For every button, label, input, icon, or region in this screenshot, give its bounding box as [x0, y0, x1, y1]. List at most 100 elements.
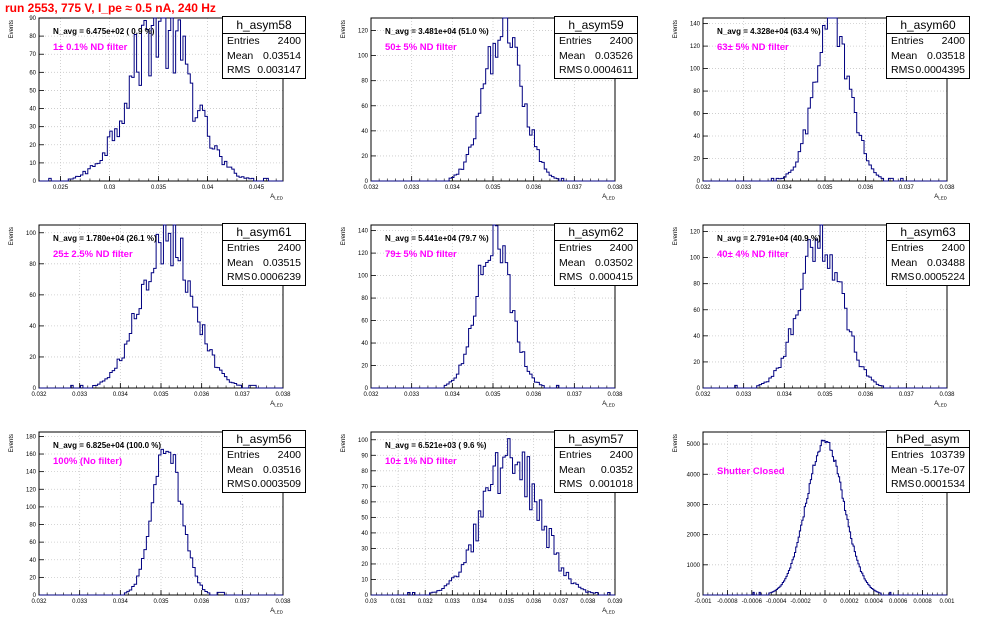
stats-value: 0.0005224 [915, 271, 965, 283]
x-tick-label: 0.0002 [840, 599, 859, 605]
x-tick-label: 0.037 [567, 392, 583, 398]
y-axis-title: Events [341, 434, 347, 452]
y-axis-title: Events [673, 227, 679, 245]
stats-key: Entries [227, 242, 260, 254]
histogram-plot: -0.001 -0.0008 -0.0006 -0.0004 -0.0002 0 0.000… [673, 431, 955, 605]
y-tick-label: 5000 [687, 442, 701, 448]
y-tick-label: 40 [361, 531, 368, 537]
x-tick-label: 0.034 [113, 392, 129, 398]
y-tick-label: 60 [361, 319, 368, 325]
y-tick-label: 80 [361, 296, 368, 302]
x-tick-label: 0.045 [249, 185, 265, 191]
histogram-pad: 0.032 0.033 0.034 0.035 0.036 0.037 0.038 0 20 40… [0, 414, 332, 621]
y-tick-label: 140 [358, 229, 369, 235]
y-tick-label: 120 [358, 29, 369, 35]
x-tick-label: 0.037 [567, 185, 583, 191]
x-axis-title: ALED [934, 194, 948, 201]
y-tick-label: 40 [29, 107, 36, 113]
x-tick-label: 0.0006 [889, 599, 908, 605]
histogram-line [703, 17, 947, 182]
y-tick-label: 0 [697, 386, 701, 392]
filter-label: 63± 5% ND filter [717, 42, 789, 53]
y-tick-label: 80 [29, 34, 36, 40]
x-tick-label: 0.037 [899, 185, 915, 191]
y-tick-label: 0 [365, 179, 369, 185]
y-tick-label: 0 [33, 179, 37, 185]
x-tick-label: 0.035 [817, 185, 833, 191]
stats-key: RMS [891, 478, 915, 490]
stats-value: 0.03502 [595, 256, 633, 269]
y-tick-label: 100 [690, 256, 701, 262]
stats-key: Entries [559, 449, 592, 461]
histogram-name: h_asym58 [223, 17, 305, 34]
stats-key: Entries [227, 449, 260, 461]
stats-key: RMS [559, 271, 583, 283]
stats-key: Mean [227, 49, 254, 62]
x-axis-title: ALED [602, 194, 616, 201]
stats-value: 2400 [941, 35, 965, 47]
histogram-plot: 0.032 0.033 0.034 0.035 0.036 0.037 0.038 0 20 40… [9, 224, 291, 408]
stats-row-rms: RMS 0.000415 [555, 270, 637, 285]
y-axis-title: Events [9, 434, 15, 452]
y-tick-label: 50 [361, 515, 368, 521]
stats-key: Entries [891, 242, 924, 254]
histogram-pad: 0.032 0.033 0.034 0.035 0.036 0.037 0.038 0 20 40… [332, 0, 664, 207]
histogram-line [371, 438, 615, 596]
x-tick-label: 0.037 [235, 392, 251, 398]
stats-row-rms: RMS 0.0004611 [555, 63, 637, 78]
x-tick-label: 0.03 [365, 599, 377, 605]
y-tick-label: 50 [29, 88, 36, 94]
stats-key: Entries [227, 35, 260, 47]
histogram-pad: -0.001 -0.0008 -0.0006 -0.0004 -0.0002 0 0.000… [664, 414, 996, 621]
stats-row-mean: Mean 0.03502 [555, 256, 637, 271]
stats-value: 2400 [277, 449, 301, 461]
y-tick-label: 30 [361, 546, 368, 552]
histogram-name: h_asym60 [887, 17, 969, 34]
y-tick-label: 1000 [687, 563, 701, 569]
histogram-pad: 0.032 0.033 0.034 0.035 0.036 0.037 0.038 0 20 40… [0, 207, 332, 414]
stats-key: RMS [559, 64, 583, 76]
x-tick-label: 0.034 [472, 599, 488, 605]
y-tick-label: 3000 [687, 502, 701, 508]
x-tick-label: 0.034 [445, 185, 461, 191]
stats-row-entries: Entries 2400 [223, 448, 305, 463]
stats-value: 0.003147 [257, 64, 301, 76]
y-tick-label: 100 [358, 54, 369, 60]
x-tick-label: 0.033 [736, 392, 752, 398]
stats-value: 2400 [277, 35, 301, 47]
x-axis-title: ALED [602, 608, 616, 615]
y-tick-label: 10 [361, 577, 368, 583]
stats-box: h_asym62 Entries 2400 Mean 0.03502 RMS 0.00041… [554, 223, 638, 286]
x-tick-label: 0.033 [445, 599, 461, 605]
y-axis-title: Events [9, 227, 15, 245]
y-tick-label: 80 [29, 523, 36, 529]
x-tick-label: 0.0008 [913, 599, 932, 605]
stats-row-mean: Mean 0.03526 [555, 49, 637, 64]
y-tick-label: 40 [361, 341, 368, 347]
histogram-plot: 0.032 0.033 0.034 0.035 0.036 0.037 0.038 0 20 40… [341, 17, 623, 201]
x-tick-label: 0.038 [580, 599, 596, 605]
x-tick-label: 0.035 [151, 185, 167, 191]
x-tick-label: 0.034 [445, 392, 461, 398]
y-tick-label: 20 [361, 562, 368, 568]
y-tick-label: 20 [693, 157, 700, 163]
n-avg-label: N_avg = 6.475e+02 ( 0.9 %) [53, 27, 155, 36]
stats-box: h_asym63 Entries 2400 Mean 0.03488 RMS 0.00052… [886, 223, 970, 286]
stats-box: h_asym59 Entries 2400 Mean 0.03526 RMS 0.00046… [554, 16, 638, 79]
stats-key: Entries [559, 35, 592, 47]
y-tick-label: 80 [693, 282, 700, 288]
histogram-plot: 0.03 0.031 0.032 0.033 0.034 0.035 0.036 0.037 0… [341, 431, 623, 615]
x-tick-label: 0.035 [153, 392, 169, 398]
histogram-line [371, 17, 615, 182]
stats-box: h_asym56 Entries 2400 Mean 0.03516 RMS 0.00035… [222, 430, 306, 493]
x-tick-label: 0.038 [939, 392, 955, 398]
y-tick-label: 80 [29, 262, 36, 268]
y-tick-label: 60 [361, 104, 368, 110]
x-tick-label: 0.038 [939, 185, 955, 191]
y-tick-label: 100 [26, 505, 37, 511]
stats-value: 2400 [609, 449, 633, 461]
stats-key: RMS [227, 271, 251, 283]
stats-value: -5.17e-07 [920, 463, 965, 476]
stats-box: h_asym57 Entries 2400 Mean 0.0352 RMS 0.001018 [554, 430, 638, 493]
n-avg-label: N_avg = 5.441e+04 (79.7 %) [385, 234, 489, 243]
